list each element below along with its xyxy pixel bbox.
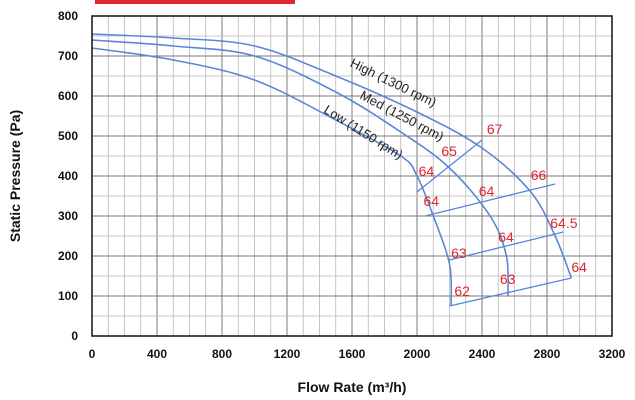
noise-level-annotations: 67 65 66 64 64 64 64.5 64 63 63 64 62 (419, 121, 588, 299)
x-tick-label: 800 (212, 347, 232, 361)
y-tick-label: 0 (71, 329, 78, 343)
x-axis-label: Flow Rate (m³/h) (298, 379, 407, 395)
y-tick-label: 800 (58, 9, 78, 23)
noise-label: 66 (531, 167, 547, 183)
x-tick-label: 0 (89, 347, 96, 361)
noise-label: 64.5 (550, 215, 577, 231)
system-line-2 (424, 183, 556, 217)
system-line-1 (416, 139, 483, 193)
noise-label: 63 (451, 245, 467, 261)
curve-labels: High (1300 rpm)Med (1250 rpm)Low (1150 r… (321, 55, 446, 162)
fan-curve-1 (91, 33, 573, 279)
noise-label: 64 (498, 229, 514, 245)
y-axis-label: Static Pressure (Pa) (7, 110, 23, 242)
noise-label: 67 (487, 121, 503, 137)
y-tick-label: 300 (58, 209, 78, 223)
noise-label: 63 (500, 271, 516, 287)
x-tick-label: 400 (147, 347, 167, 361)
y-tick-label: 500 (58, 129, 78, 143)
noise-label: 64 (424, 193, 440, 209)
noise-label: 65 (441, 143, 457, 159)
y-tick-label: 400 (58, 169, 78, 183)
noise-label: 62 (454, 283, 470, 299)
x-tick-label: 2400 (469, 347, 496, 361)
y-axis-ticks: 0 100 200 300 400 500 600 700 800 (58, 9, 78, 343)
y-tick-label: 700 (58, 49, 78, 63)
system-lines (416, 139, 572, 307)
fan-curve-2 (91, 39, 510, 297)
x-tick-label: 1200 (274, 347, 301, 361)
noise-label: 64 (571, 259, 587, 275)
title-accent-bar (95, 0, 295, 4)
fan-curve-3 (91, 47, 453, 307)
x-tick-label: 1600 (339, 347, 366, 361)
y-tick-label: 100 (58, 289, 78, 303)
x-tick-label: 3200 (599, 347, 626, 361)
x-tick-label: 2800 (534, 347, 561, 361)
y-tick-label: 600 (58, 89, 78, 103)
system-line-4 (449, 277, 572, 307)
system-line-3 (449, 231, 564, 261)
fan-curves (91, 33, 573, 307)
grid (91, 15, 613, 337)
noise-label: 64 (419, 163, 435, 179)
plot-frame (91, 15, 613, 337)
y-tick-label: 200 (58, 249, 78, 263)
x-axis-ticks: 0 400 800 1200 1600 2000 2400 2800 3200 (89, 347, 626, 361)
x-tick-label: 2000 (404, 347, 431, 361)
noise-label: 64 (479, 183, 495, 199)
